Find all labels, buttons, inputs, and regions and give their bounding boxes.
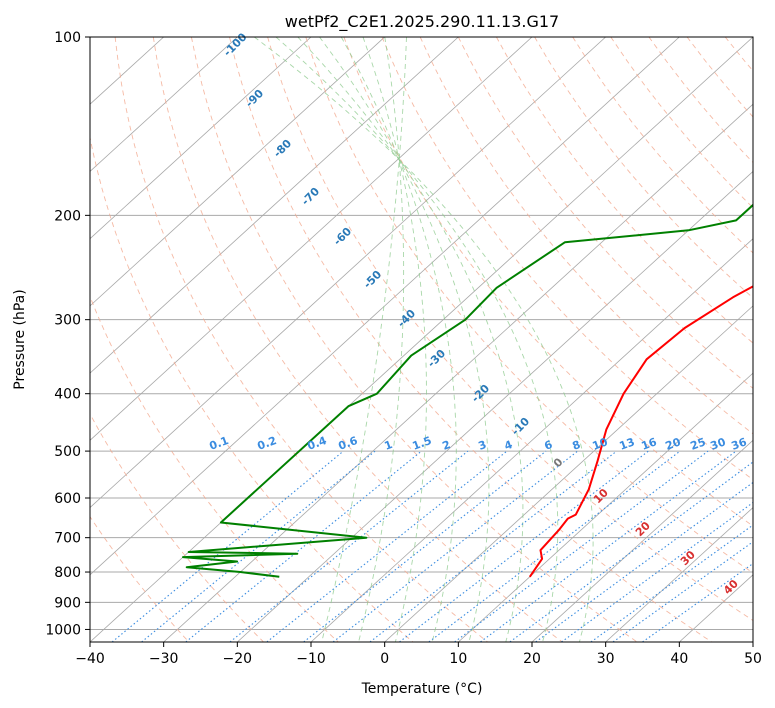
mixing-ratio-line bbox=[428, 450, 681, 642]
isotherm-line bbox=[605, 507, 753, 642]
x-tick-label: 10 bbox=[449, 651, 467, 667]
x-tick-label: 30 bbox=[597, 651, 615, 667]
mixing-ratio-label: 4 bbox=[503, 438, 515, 453]
mixing-ratio-label: 13 bbox=[618, 435, 637, 452]
mixing-ratio-label: 36 bbox=[730, 435, 749, 453]
dry-adiabat-line bbox=[190, 37, 638, 642]
x-tick-label: −10 bbox=[296, 651, 326, 667]
mixing-ratio-line bbox=[399, 450, 649, 642]
mixing-ratio-label: 6 bbox=[543, 438, 555, 453]
moist-adiabat-line bbox=[321, 37, 407, 642]
mixing-ratio-label: 0.6 bbox=[337, 434, 360, 453]
isotherm-line bbox=[90, 37, 238, 172]
mixing-ratio-label: 0.2 bbox=[256, 434, 279, 453]
isotherm-line bbox=[90, 37, 533, 441]
mixing-ratio-line bbox=[229, 450, 469, 642]
dry-adiabat-line bbox=[267, 37, 753, 622]
y-tick-label: 600 bbox=[54, 491, 81, 507]
y-tick-label: 900 bbox=[54, 595, 81, 611]
isotherm-line bbox=[90, 37, 680, 576]
isotherm-line bbox=[90, 37, 385, 307]
isotherm-line bbox=[237, 170, 753, 642]
y-tick-label: 100 bbox=[54, 30, 81, 46]
mixing-ratio-label: 25 bbox=[689, 435, 708, 452]
y-tick-label: 800 bbox=[54, 565, 81, 581]
moist-adiabat-line bbox=[275, 37, 559, 642]
mixing-ratio-label: 8 bbox=[571, 438, 583, 453]
mixing-ratio-line bbox=[303, 450, 547, 642]
dry-adiabat-line bbox=[496, 37, 753, 344]
y-axis-label: Pressure (hPa) bbox=[12, 289, 28, 389]
x-tick-label: 50 bbox=[744, 651, 762, 667]
mixing-ratio-label: 0.4 bbox=[306, 434, 329, 453]
mixing-ratio-label: 16 bbox=[640, 435, 659, 453]
mixing-ratio-line bbox=[266, 450, 508, 642]
mixing-ratio-label: 3 bbox=[477, 438, 489, 453]
temperature-profile-line bbox=[528, 285, 753, 578]
moist-adiabat-line bbox=[362, 37, 427, 642]
mixing-ratio-label: 2 bbox=[441, 438, 453, 453]
y-tick-label: 300 bbox=[54, 313, 81, 329]
y-tick-label: 400 bbox=[54, 387, 81, 403]
y-tick-label: 500 bbox=[54, 444, 81, 460]
dry-adiabat-line bbox=[152, 37, 563, 642]
chart-title: wetPf2_C2E1.2025.290.11.13.G17 bbox=[285, 12, 559, 32]
isotherm-line bbox=[531, 439, 753, 642]
dry-adiabat-line bbox=[90, 413, 264, 642]
mixing-ratio-line bbox=[454, 450, 709, 642]
plot-frame bbox=[89, 36, 754, 643]
dewpoint-profile-line bbox=[182, 203, 753, 578]
isotherm-line bbox=[90, 37, 753, 642]
x-tick-label: −20 bbox=[223, 651, 253, 667]
isotherm-line bbox=[90, 37, 459, 374]
dry-adiabat-line bbox=[343, 37, 753, 527]
isotherm-line bbox=[458, 372, 753, 642]
x-tick-label: 20 bbox=[523, 651, 541, 667]
moist-adiabat-line bbox=[358, 37, 405, 642]
isotherm-line bbox=[310, 238, 753, 642]
y-tick-label: 1000 bbox=[45, 622, 81, 638]
dry-adiabat-line bbox=[534, 37, 753, 299]
mixing-ratio-label: 10 bbox=[591, 435, 610, 453]
moist-adiabat-line bbox=[319, 37, 490, 642]
dry-adiabat-line bbox=[90, 295, 339, 642]
isotherm-line bbox=[90, 37, 606, 509]
mixing-ratio-label: 1 bbox=[383, 438, 395, 453]
y-tick-label: 200 bbox=[54, 208, 81, 224]
moist-adiabat-line bbox=[297, 37, 524, 642]
x-tick-label: −30 bbox=[149, 651, 179, 667]
isotherm-line bbox=[384, 305, 753, 642]
dry-adiabat-line bbox=[114, 37, 488, 642]
x-tick-label: 40 bbox=[670, 651, 688, 667]
mixing-ratio-label: 0.1 bbox=[208, 434, 231, 453]
dry-adiabat-line bbox=[381, 37, 753, 481]
mixing-ratio-label: 1.5 bbox=[411, 434, 434, 453]
mixing-ratio-label: 30 bbox=[709, 435, 728, 453]
mixing-ratio-label: 20 bbox=[664, 435, 683, 453]
isotherm-line bbox=[163, 103, 753, 642]
dry-adiabat-line bbox=[305, 37, 753, 574]
x-axis-label: Temperature (°C) bbox=[361, 681, 483, 697]
mixing-ratio-line bbox=[535, 481, 753, 642]
moist-adiabat-line bbox=[254, 37, 594, 642]
mixing-ratio-line bbox=[509, 461, 753, 642]
mixing-ratio-line bbox=[185, 450, 422, 642]
moist-adiabat-line bbox=[340, 37, 457, 642]
y-tick-label: 700 bbox=[54, 531, 81, 547]
isotherm-line bbox=[90, 37, 312, 240]
mixing-ratio-line bbox=[480, 450, 737, 642]
x-tick-label: −40 bbox=[75, 651, 105, 667]
dry-adiabat-line bbox=[90, 135, 414, 642]
x-tick-label: 0 bbox=[380, 651, 389, 667]
